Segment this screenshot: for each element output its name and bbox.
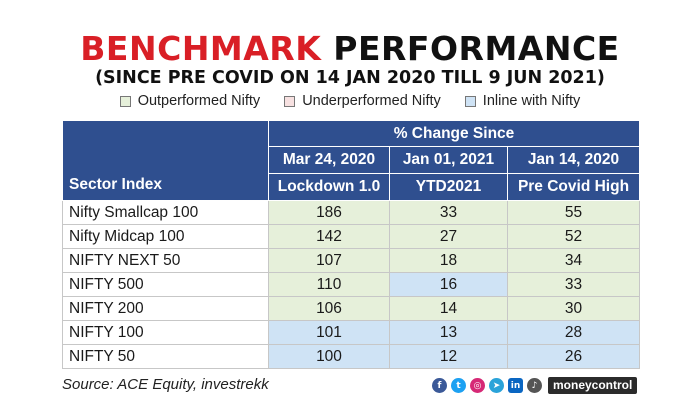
cell-value: 33 (507, 272, 640, 297)
cell-value: 186 (268, 200, 390, 225)
facebook-icon[interactable]: f (432, 378, 447, 393)
legend: Outperformed Nifty Underperformed Nifty … (0, 92, 700, 110)
row-sector-name: NIFTY 50 (62, 344, 269, 369)
cell-value: 107 (268, 248, 390, 273)
pct-change-since-header: % Change Since (268, 120, 640, 147)
legend-swatch-outperformed (119, 95, 131, 107)
column-date-precovid: Jan 14, 2020 (507, 146, 640, 174)
sector-index-header: Sector Index (62, 120, 269, 201)
chart-subtitle: (SINCE PRE COVID ON 14 JAN 2020 TILL 9 J… (95, 68, 605, 88)
cell-value: 34 (507, 248, 640, 273)
table-row: NIFTY 100 101 13 28 (62, 320, 640, 345)
table-row: NIFTY 200 106 14 30 (62, 296, 640, 321)
row-sector-name: NIFTY 100 (62, 320, 269, 345)
cell-value: 28 (507, 320, 640, 345)
column-date-lockdown: Mar 24, 2020 (268, 146, 390, 174)
column-date-ytd: Jan 01, 2021 (389, 146, 508, 174)
cell-value: 13 (389, 320, 508, 345)
table-row: NIFTY 50 100 12 26 (62, 344, 640, 369)
table-row: Nifty Smallcap 100 186 33 55 (62, 200, 640, 225)
row-sector-name: Nifty Smallcap 100 (62, 200, 269, 225)
cell-value: 16 (389, 272, 508, 297)
row-sector-name: NIFTY 500 (62, 272, 269, 297)
table-row: Nifty Midcap 100 142 27 52 (62, 224, 640, 249)
row-sector-name: NIFTY 200 (62, 296, 269, 321)
cell-value: 100 (268, 344, 390, 369)
legend-item-underperformed: Underperformed Nifty (284, 92, 441, 110)
bell-icon[interactable]: ♪ (527, 378, 542, 393)
instagram-icon[interactable]: ◎ (470, 378, 485, 393)
cell-value: 52 (507, 224, 640, 249)
legend-label-underperformed: Underperformed Nifty (302, 93, 441, 109)
column-label-lockdown: Lockdown 1.0 (268, 173, 390, 201)
social-bar: f t ◎ ➤ in ♪ moneycontrol (432, 377, 638, 394)
column-label-ytd: YTD2021 (389, 173, 508, 201)
moneycontrol-logo: moneycontrol (548, 377, 638, 394)
cell-value: 106 (268, 296, 390, 321)
title-word-performance: PERFORMANCE (333, 29, 620, 68)
column-label-precovid: Pre Covid High (507, 173, 640, 201)
linkedin-icon[interactable]: in (508, 378, 523, 393)
legend-item-inline: Inline with Nifty (464, 92, 581, 110)
row-sector-name: NIFTY NEXT 50 (62, 248, 269, 273)
legend-swatch-underperformed (284, 95, 296, 107)
cell-value: 27 (389, 224, 508, 249)
twitter-icon[interactable]: t (451, 378, 466, 393)
cell-value: 30 (507, 296, 640, 321)
cell-value: 12 (389, 344, 508, 369)
table-row: NIFTY 500 110 16 33 (62, 272, 640, 297)
source-note: Source: ACE Equity, investrekk (62, 376, 269, 393)
legend-swatch-inline (464, 95, 476, 107)
table-row: NIFTY NEXT 50 107 18 34 (62, 248, 640, 273)
cell-value: 26 (507, 344, 640, 369)
cell-value: 14 (389, 296, 508, 321)
legend-item-outperformed: Outperformed Nifty (119, 92, 261, 110)
row-sector-name: Nifty Midcap 100 (62, 224, 269, 249)
legend-label-inline: Inline with Nifty (482, 93, 581, 109)
cell-value: 33 (389, 200, 508, 225)
cell-value: 18 (389, 248, 508, 273)
cell-value: 55 (507, 200, 640, 225)
cell-value: 101 (268, 320, 390, 345)
chart-title: BENCHMARK PERFORMANCE (0, 30, 700, 68)
benchmark-table: Sector Index % Change Since Mar 24, 2020… (62, 120, 640, 369)
title-word-benchmark: BENCHMARK (80, 29, 322, 68)
cell-value: 142 (268, 224, 390, 249)
telegram-icon[interactable]: ➤ (489, 378, 504, 393)
legend-label-outperformed: Outperformed Nifty (137, 93, 261, 109)
cell-value: 110 (268, 272, 390, 297)
